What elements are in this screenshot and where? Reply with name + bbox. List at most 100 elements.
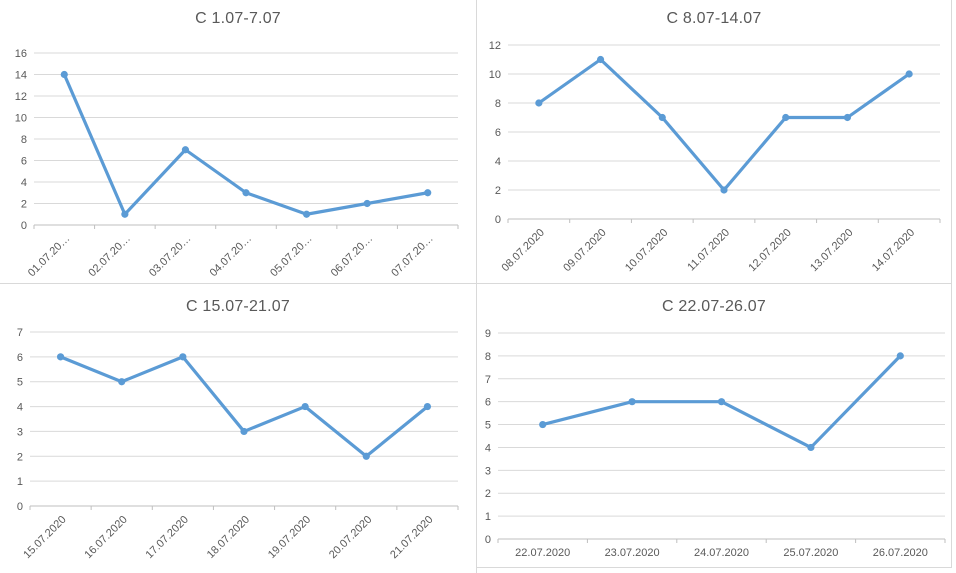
- chart-week-2-plot: 0 2 4 6 8 10 12 08.07.2020 09.07.2020 10.07.2020 1…: [489, 40, 941, 274]
- data-point-marker: [628, 398, 636, 406]
- data-point-marker: [242, 189, 250, 197]
- x-tick-label: 07.07.20…: [389, 233, 436, 280]
- x-tick-label: 02.07.20…: [86, 233, 133, 280]
- x-tick-label: 03.07.20…: [147, 233, 194, 280]
- data-point-markers: [535, 55, 913, 194]
- y-tick-label: 10: [489, 69, 501, 81]
- y-tick-label: 2: [485, 488, 491, 500]
- x-tick-label: 04.07.20…: [208, 233, 255, 280]
- data-point-marker: [717, 398, 726, 406]
- x-tick-label: 26.07.2020: [873, 547, 928, 559]
- x-tick-label: 15.07.2020: [21, 514, 68, 561]
- y-tick-label: 3: [17, 426, 23, 438]
- data-point-marker: [362, 452, 370, 460]
- x-tick-label: 06.07.20…: [329, 233, 376, 280]
- data-point-marker: [363, 199, 371, 208]
- y-tick-label: 6: [485, 397, 491, 409]
- x-axis: [507, 218, 941, 223]
- y-tick-label: 8: [485, 351, 491, 363]
- y-tick-label: 2: [495, 185, 501, 197]
- data-point-marker: [179, 353, 187, 361]
- y-tick-label: 7: [17, 327, 23, 339]
- y-tick-label: 10: [15, 113, 27, 125]
- y-tick-label: 1: [485, 511, 491, 523]
- y-tick-label: 8: [21, 134, 27, 146]
- gridlines: [508, 44, 940, 191]
- x-axis: [29, 505, 459, 510]
- y-axis-tick-labels: 0 2 4 6 8 10 12 14 16: [15, 48, 27, 232]
- data-point-marker: [56, 353, 65, 361]
- data-point-marker: [782, 113, 790, 122]
- data-point-markers: [60, 70, 432, 218]
- y-tick-label: 16: [15, 48, 27, 60]
- x-axis: [33, 224, 459, 229]
- x-tick-label: 23.07.2020: [605, 547, 660, 559]
- y-axis-tick-labels: 0 1 2 3 4 5 6 7: [17, 327, 23, 513]
- gridlines: [30, 331, 458, 482]
- x-axis-tick-labels: 15.07.2020 16.07.2020 17.07.2020 18.07.2020…: [21, 514, 435, 561]
- data-point-marker: [301, 402, 309, 411]
- y-tick-label: 2: [21, 199, 27, 211]
- y-tick-label: 9: [485, 328, 491, 340]
- y-tick-label: 0: [485, 534, 491, 546]
- x-tick-label: 18.07.2020: [205, 514, 252, 561]
- y-axis-tick-labels: 0 1 2 3 4 5 6 7 8 9: [485, 328, 491, 546]
- x-tick-label: 12.07.2020: [746, 227, 793, 274]
- y-tick-label: 5: [17, 377, 23, 389]
- y-tick-label: 12: [15, 91, 27, 103]
- x-axis-tick-labels: 01.07.20… 02.07.20… 03.07.20… 04.07.20… 05.0…: [26, 233, 436, 280]
- data-point-markers: [539, 352, 904, 452]
- x-tick-label: 08.07.2020: [500, 227, 547, 274]
- y-tick-label: 6: [495, 127, 501, 139]
- x-axis-tick-labels: 08.07.2020 09.07.2020 10.07.2020 11.07.2020…: [500, 227, 918, 274]
- y-tick-label: 1: [17, 476, 23, 488]
- chart-week-4-plot: 0 1 2 3 4 5 6 7 8 9 22.07.2020 23.07.2020 24.07.2020…: [485, 328, 946, 559]
- x-tick-label: 19.07.2020: [266, 514, 313, 561]
- chart-week-3[interactable]: С 15.07-21.07 0 1 2 3 4 5 6 7 15.07.2020 16.07.20…: [0, 284, 477, 573]
- data-point-marker: [658, 113, 666, 122]
- data-series-line: [537, 57, 911, 192]
- x-tick-label: 17.07.2020: [144, 514, 191, 561]
- gridlines: [34, 52, 458, 204]
- data-point-marker: [843, 113, 852, 122]
- chart-week-2[interactable]: С 8.07-14.07 0 2 4 6 8 10 12 08.07.2020 09.07.20…: [477, 0, 952, 284]
- y-tick-label: 0: [495, 214, 501, 226]
- x-tick-label: 21.07.2020: [388, 514, 435, 561]
- y-tick-label: 4: [485, 442, 491, 454]
- y-tick-label: 12: [489, 40, 501, 52]
- x-tick-label: 20.07.2020: [327, 514, 374, 561]
- data-point-markers: [56, 353, 432, 460]
- data-point-marker: [539, 420, 547, 429]
- y-tick-label: 4: [21, 177, 27, 189]
- y-tick-label: 3: [485, 465, 491, 477]
- x-tick-label: 22.07.2020: [515, 547, 570, 559]
- y-tick-label: 8: [495, 98, 501, 110]
- y-tick-label: 6: [21, 156, 27, 168]
- y-tick-label: 0: [21, 220, 27, 232]
- x-tick-label: 01.07.20…: [26, 233, 73, 280]
- y-tick-label: 4: [495, 156, 501, 168]
- x-tick-label: 05.07.20…: [268, 233, 315, 280]
- y-tick-label: 0: [17, 501, 23, 513]
- data-point-marker: [424, 189, 432, 197]
- x-axis: [497, 538, 946, 543]
- chart-week-1[interactable]: С 1.07-7.07 0 2 4 6 8 10 12 14 16 01.07.20… 02.07.…: [0, 0, 477, 284]
- x-tick-label: 16.07.2020: [82, 514, 129, 561]
- data-point-marker: [240, 427, 248, 436]
- x-tick-label: 14.07.2020: [870, 227, 917, 274]
- chart-week-4[interactable]: С 22.07-26.07 0 1 2 3 4 5 6 7 8 9 22.07.2020 23.07.…: [477, 284, 952, 568]
- y-tick-label: 5: [485, 420, 491, 432]
- x-tick-label: 11.07.2020: [685, 227, 732, 274]
- data-point-marker: [121, 210, 129, 218]
- chart-week-1-plot: 0 2 4 6 8 10 12 14 16 01.07.20… 02.07.20… 03.07.20……: [15, 48, 459, 280]
- data-point-marker: [60, 70, 68, 79]
- data-point-marker: [905, 70, 913, 78]
- y-tick-label: 6: [17, 352, 23, 364]
- data-point-marker: [720, 186, 728, 194]
- data-point-marker: [118, 378, 126, 386]
- y-axis-tick-labels: 0 2 4 6 8 10 12: [489, 40, 501, 226]
- data-point-marker: [302, 210, 311, 218]
- y-tick-label: 4: [17, 402, 23, 414]
- data-point-marker: [896, 352, 904, 360]
